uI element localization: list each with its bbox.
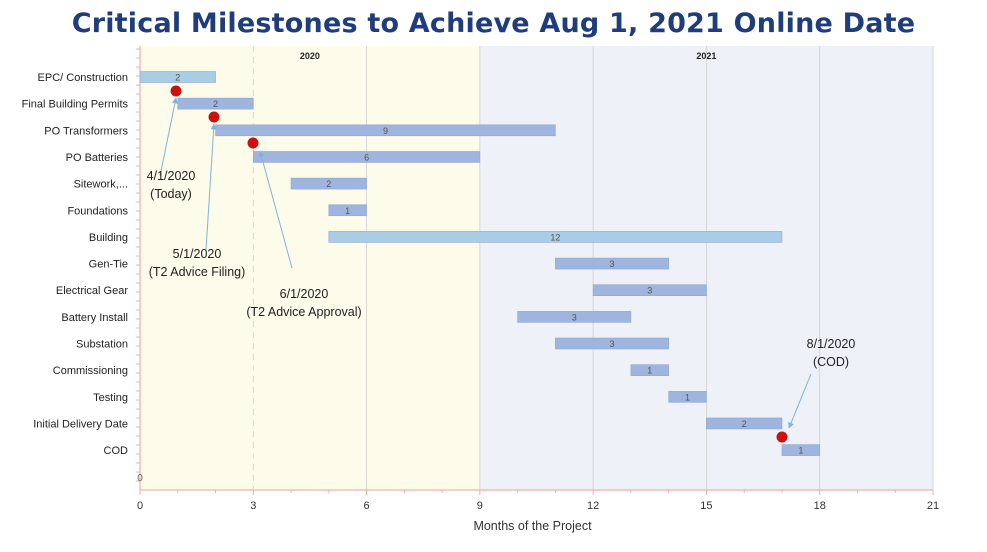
category-label: PO Transformers <box>44 125 128 137</box>
milestone-label: 8/1/2020 <box>807 337 856 351</box>
bar-value-label: 1 <box>345 206 350 216</box>
bar-value-label: 2 <box>213 99 218 109</box>
x-tick-label: 3 <box>250 500 256 512</box>
category-label: Substation <box>76 339 128 351</box>
x-tick-label: 9 <box>477 500 483 512</box>
x-tick-label: 15 <box>700 500 712 512</box>
milestone-label: (T2 Advice Approval) <box>246 305 361 319</box>
gantt-bar <box>139 71 216 83</box>
milestone-dot <box>247 137 259 149</box>
category-label: Gen-Tie <box>89 259 128 271</box>
gantt-bar <box>290 177 367 190</box>
year-bands: 2020 2021 <box>140 46 933 490</box>
category-label: Initial Delivery Date <box>33 418 128 430</box>
gantt-bar <box>328 231 783 243</box>
category-label: Battery Install <box>61 312 128 324</box>
milestone-arrow <box>205 123 217 251</box>
bar-value-label: 9 <box>383 126 388 136</box>
gantt-bar <box>706 417 783 430</box>
milestone-arrow <box>159 97 178 177</box>
category-label: Electrical Gear <box>56 285 128 297</box>
page-title: Critical Milestones to Achieve Aug 1, 20… <box>71 8 916 39</box>
milestone-label: 5/1/2020 <box>173 247 222 261</box>
milestone-arrow <box>258 150 293 269</box>
category-label: COD <box>104 445 129 457</box>
category-label: EPC/ Construction <box>38 72 128 84</box>
milestone-annotations: 4/1/2020 (Today) 5/1/2020 (T2 Advice Filing… <box>147 85 856 443</box>
x-tick-label: 18 <box>814 500 826 512</box>
bar-value-label: 3 <box>647 286 652 296</box>
y-origin-label: 0 <box>137 473 143 484</box>
x-tick-label: 6 <box>364 500 370 512</box>
milestone-label: (Today) <box>150 187 192 201</box>
gantt-bar <box>555 257 669 270</box>
bar-value-label: 3 <box>572 312 577 322</box>
year-band-label: 2020 <box>300 51 320 61</box>
gantt-bar <box>630 364 669 376</box>
category-label: Final Building Permits <box>22 99 129 111</box>
bar-value-label: 3 <box>610 339 615 349</box>
bar-value-label: 1 <box>647 366 652 376</box>
milestone-arrow <box>788 373 812 429</box>
milestone-label: (COD) <box>813 355 849 369</box>
category-label: Building <box>89 232 128 244</box>
bar-value-label: 3 <box>610 259 615 269</box>
milestone-label: 6/1/2020 <box>280 287 329 301</box>
gantt-bar <box>781 444 821 456</box>
axes: 0 <box>136 46 934 495</box>
bar-value-label: 2 <box>326 179 331 189</box>
x-axis-title: Months of the Project <box>473 519 592 533</box>
bar-value-label: 2 <box>742 419 747 429</box>
category-label: Testing <box>93 392 128 404</box>
gantt-bar <box>668 390 707 403</box>
grid-lines <box>252 46 934 490</box>
year-band-2020 <box>140 46 480 490</box>
category-label: Sitework,... <box>74 179 128 191</box>
bar-value-label: 12 <box>550 232 560 242</box>
category-label: Commissioning <box>53 365 128 377</box>
gantt-bar <box>328 204 367 217</box>
x-tick-label: 0 <box>137 500 143 512</box>
milestone-label: 4/1/2020 <box>147 169 196 183</box>
bar-value-label: 2 <box>175 73 180 83</box>
gantt-bar <box>215 124 556 137</box>
gantt-bar <box>252 151 481 163</box>
x-tick-label: 21 <box>927 500 939 512</box>
bar-value-label: 1 <box>685 392 690 402</box>
milestone-dot <box>776 431 788 443</box>
bar-value-label: 1 <box>798 446 803 456</box>
gantt-bar <box>517 311 632 323</box>
x-tick-label: 12 <box>587 500 599 512</box>
milestone-label: (T2 Advice Filing) <box>149 265 246 279</box>
gantt-bar <box>555 337 669 350</box>
category-label: Foundations <box>67 205 128 217</box>
category-label: PO Batteries <box>66 152 129 164</box>
gantt-bar <box>592 284 707 297</box>
milestone-dot <box>208 111 220 123</box>
milestone-dot <box>170 85 182 97</box>
bar-value-label: 6 <box>364 152 369 162</box>
